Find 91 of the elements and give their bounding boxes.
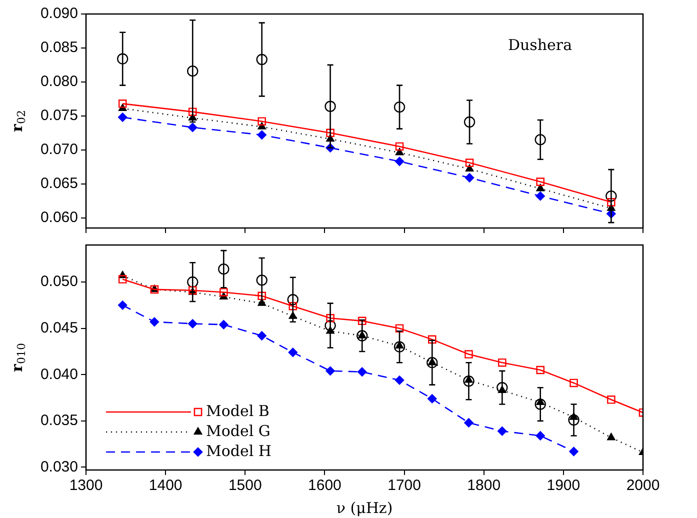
- legend-label: Model B: [206, 402, 270, 420]
- point: [394, 156, 404, 166]
- y-tick-label: 0.035: [40, 412, 78, 430]
- y-axis-title: r010: [8, 343, 28, 372]
- point: [219, 320, 228, 330]
- legend-label: Model H: [206, 442, 272, 460]
- x-tick-label: 1500: [228, 477, 262, 494]
- y-tick-label: 0.040: [40, 366, 78, 383]
- y-tick-label: 0.060: [40, 208, 78, 226]
- point: [287, 294, 298, 306]
- point: [220, 288, 228, 296]
- point: [536, 366, 544, 374]
- point: [536, 191, 545, 201]
- point: [258, 292, 266, 300]
- point: [498, 426, 507, 436]
- point: [187, 65, 198, 77]
- point: [118, 100, 127, 108]
- point: [187, 276, 198, 288]
- x-tick-label: 1600: [308, 477, 342, 494]
- point: [536, 178, 544, 186]
- point: [150, 317, 160, 326]
- x-tick-label: 1800: [467, 477, 501, 494]
- point: [118, 275, 127, 284]
- point: [568, 414, 580, 426]
- y-tick-label: 0.085: [40, 39, 78, 56]
- y-tick-label: 0.080: [40, 73, 78, 90]
- point: [326, 366, 335, 376]
- point: [464, 350, 473, 358]
- point: [534, 134, 546, 146]
- point: [607, 395, 616, 404]
- y-tick-label: 0.050: [40, 273, 78, 290]
- point: [118, 300, 128, 310]
- point: [257, 130, 266, 140]
- point: [288, 302, 298, 310]
- point: [464, 418, 474, 428]
- point: [426, 356, 438, 368]
- x-tick-label: 1900: [546, 477, 580, 494]
- point: [324, 320, 336, 332]
- y-tick-label: 0.065: [40, 174, 78, 192]
- point: [395, 142, 404, 151]
- point: [465, 164, 474, 172]
- y-tick-label: 0.070: [40, 141, 78, 158]
- point: [394, 341, 406, 352]
- point: [536, 431, 545, 440]
- y-tick-label: 0.030: [40, 458, 78, 476]
- x-tick-label: 1300: [69, 477, 103, 494]
- point: [256, 54, 268, 66]
- point: [428, 394, 437, 404]
- legend-label: Model G: [206, 422, 270, 440]
- point: [358, 367, 367, 376]
- x-tick-label: 1700: [388, 477, 421, 494]
- point: [358, 316, 366, 326]
- y-tick-label: 0.045: [40, 319, 78, 336]
- point: [324, 100, 336, 112]
- point: [218, 263, 230, 275]
- point: [188, 108, 197, 116]
- point: [117, 53, 128, 64]
- point: [465, 158, 474, 167]
- point: [257, 331, 266, 340]
- point: [428, 335, 436, 344]
- point: [256, 274, 268, 286]
- point: [536, 184, 544, 192]
- point: [395, 148, 404, 156]
- point: [463, 376, 474, 387]
- point: [394, 101, 406, 113]
- point: [188, 319, 198, 328]
- point: [464, 116, 476, 128]
- annotation: Dushera: [508, 36, 572, 54]
- point: [288, 348, 298, 358]
- x-tick-label: 2000: [626, 477, 660, 494]
- point: [394, 376, 404, 385]
- point: [464, 173, 474, 182]
- point: [607, 198, 616, 206]
- point: [326, 128, 334, 138]
- point: [607, 432, 616, 440]
- point: [118, 112, 128, 122]
- point: [188, 122, 198, 132]
- y-tick-label: 0.090: [40, 5, 78, 22]
- y-axis-title: r02: [8, 110, 28, 132]
- point: [496, 382, 508, 394]
- x-axis-title: ν (μHz): [336, 498, 393, 517]
- x-tick-label: 1400: [148, 477, 182, 494]
- point: [570, 378, 578, 388]
- point: [258, 117, 266, 126]
- point: [498, 358, 506, 367]
- y-tick-label: 0.075: [40, 107, 78, 124]
- point: [326, 314, 334, 322]
- point: [569, 446, 578, 456]
- point: [395, 324, 404, 332]
- point: [606, 190, 617, 202]
- point: [534, 398, 546, 410]
